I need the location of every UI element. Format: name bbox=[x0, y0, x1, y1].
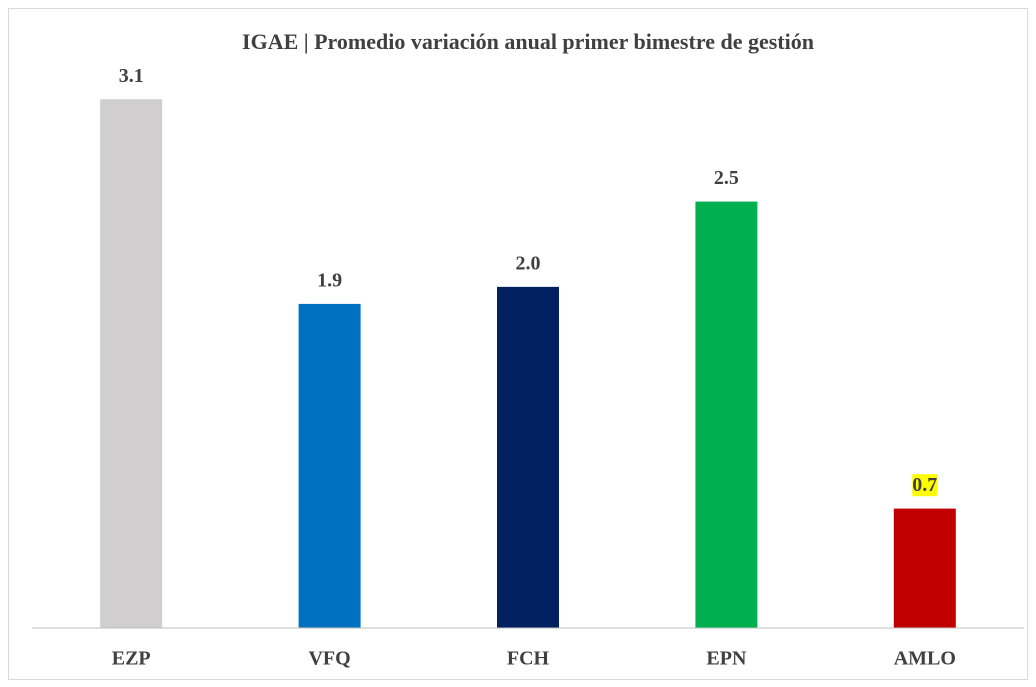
value-label: 3.1 bbox=[119, 65, 144, 87]
value-label: 1.9 bbox=[317, 270, 342, 292]
bar bbox=[695, 201, 758, 629]
bar bbox=[298, 303, 361, 628]
bar bbox=[497, 286, 559, 628]
x-tick-label: FCH bbox=[507, 648, 550, 670]
x-tick-label: EZP bbox=[112, 648, 151, 670]
bar bbox=[100, 99, 163, 628]
bar bbox=[893, 508, 956, 628]
x-tick-label: EPN bbox=[706, 648, 747, 670]
label-highlight bbox=[912, 474, 938, 497]
value-label: 2.0 bbox=[516, 252, 541, 274]
chart-title: IGAE | Promedio variación anual primer b… bbox=[242, 29, 814, 54]
value-label: 2.5 bbox=[714, 167, 739, 189]
value-label: 0.7 bbox=[912, 474, 937, 496]
x-tick-label: AMLO bbox=[894, 648, 956, 670]
x-tick-label: VFQ bbox=[308, 648, 350, 670]
